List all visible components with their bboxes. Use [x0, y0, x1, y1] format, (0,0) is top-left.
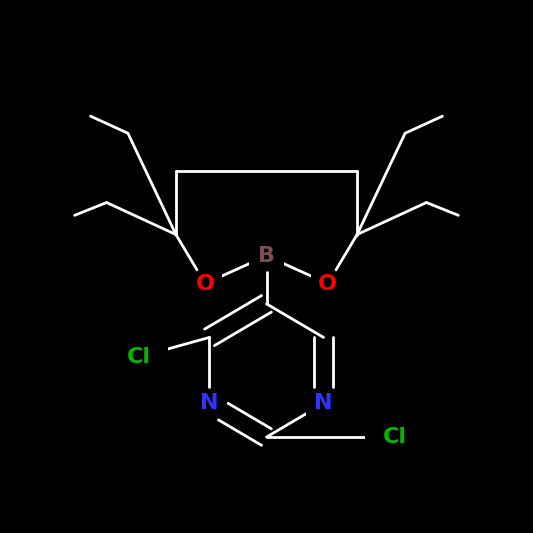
FancyBboxPatch shape	[249, 244, 284, 268]
FancyBboxPatch shape	[188, 272, 222, 295]
Text: O: O	[318, 273, 337, 294]
Text: Cl: Cl	[126, 347, 151, 367]
Text: B: B	[258, 246, 275, 266]
Text: N: N	[314, 393, 333, 414]
Text: Cl: Cl	[382, 427, 407, 447]
FancyBboxPatch shape	[311, 272, 345, 295]
FancyBboxPatch shape	[365, 425, 424, 449]
Text: O: O	[196, 273, 215, 294]
FancyBboxPatch shape	[109, 345, 168, 369]
Text: N: N	[200, 393, 219, 414]
FancyBboxPatch shape	[306, 392, 341, 415]
FancyBboxPatch shape	[192, 392, 227, 415]
